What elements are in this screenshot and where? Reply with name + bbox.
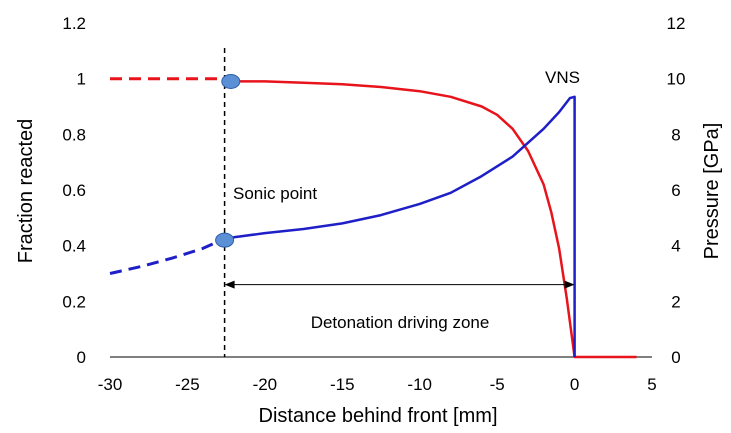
arrow-left-head [224,280,235,289]
y-axis-label: Fraction reacted [15,119,37,264]
x-tick-label: -5 [490,375,505,394]
y2-tick-label: 10 [667,70,686,89]
y2-tick-label: 2 [671,292,680,311]
x-tick-label: 0 [570,375,579,394]
y2-tick-label: 6 [671,181,680,200]
fraction-reacted-line [230,80,637,359]
x-tick-label: -15 [330,375,355,394]
y2-tick-label: 4 [671,237,680,256]
y-tick-label: 1 [77,70,86,89]
y2-tick-label: 8 [671,125,680,144]
y-tick-label: 1.2 [62,14,86,33]
plot-area [109,48,652,359]
x-tick-label: -20 [253,375,278,394]
x-tick-label: 5 [647,375,656,394]
annotation-sonic-point: Sonic point [233,184,317,203]
y-axis-left-ticks: 0 0.2 0.4 0.6 0.8 1 1.2 [62,14,86,367]
x-axis-label: Distance behind front [mm] [259,405,498,427]
y-tick-label: 0.6 [62,181,86,200]
y-tick-label: 0.2 [62,292,86,311]
annotation-driving-zone: Detonation driving zone [311,313,490,332]
x-axis-ticks: -30 -25 -20 -15 -10 -5 0 5 [98,375,657,394]
pressure-line [221,95,576,357]
x-tick-label: -30 [98,375,123,394]
x-tick-label: -10 [407,375,432,394]
x-tick-label: -25 [175,375,200,394]
sonic-point-marker [215,232,235,248]
y-tick-label: 0 [77,348,86,367]
y-tick-label: 0.4 [62,237,86,256]
arrow-right-head [564,280,575,289]
y-tick-label: 0.8 [62,125,86,144]
annotation-vns: VNS [545,68,580,87]
pressure-extrapolated-line [109,238,223,275]
y2-tick-label: 12 [667,14,686,33]
y2-axis-label: Pressure [GPa] [701,123,723,260]
y2-tick-label: 0 [671,348,680,367]
sonic-point-marker [221,73,241,89]
y-axis-right-ticks: 0 2 4 6 8 10 12 [667,14,686,367]
